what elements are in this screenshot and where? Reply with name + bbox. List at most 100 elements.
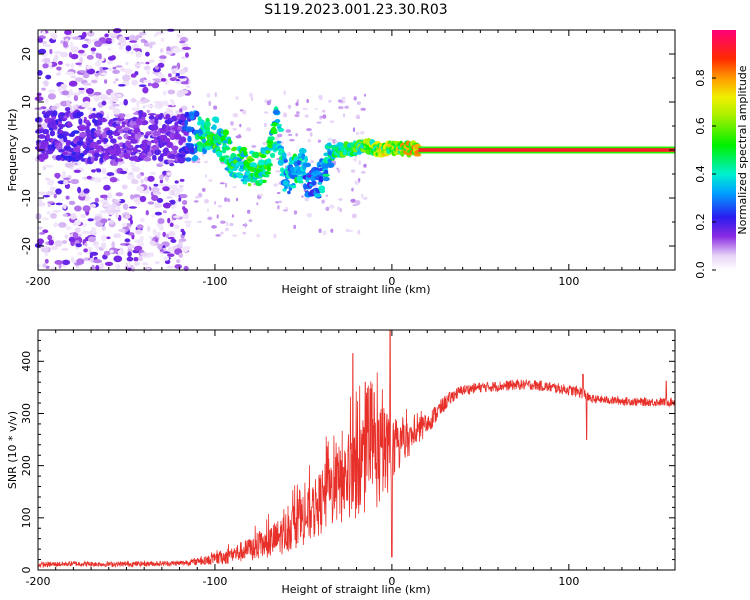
heatmap-cell bbox=[50, 266, 56, 272]
heatmap-cell bbox=[196, 161, 201, 164]
heatmap-cell bbox=[130, 266, 136, 273]
heatmap-cell bbox=[343, 113, 345, 118]
heatmap-cell bbox=[111, 198, 117, 203]
heatmap-cell bbox=[154, 149, 161, 156]
heatmap-cell bbox=[232, 127, 237, 131]
heatmap-cell bbox=[122, 203, 129, 210]
heatmap-cell bbox=[302, 107, 308, 111]
heatmap-cell bbox=[42, 63, 49, 69]
heatmap-cell bbox=[264, 111, 269, 114]
heatmap-cell bbox=[122, 74, 131, 82]
heatmap-cell bbox=[57, 60, 63, 65]
heatmap-cell bbox=[138, 31, 147, 36]
heatmap-cell bbox=[147, 140, 152, 146]
heatmap-cell bbox=[155, 31, 165, 35]
heatmap-cell bbox=[195, 195, 200, 199]
heatmap-cell bbox=[86, 246, 94, 250]
heatmap-cell bbox=[242, 181, 248, 185]
heatmap-cell bbox=[145, 51, 150, 57]
heatmap-cell bbox=[113, 255, 123, 263]
heatmap-cell bbox=[249, 162, 257, 168]
heatmap-cell bbox=[82, 72, 90, 79]
heatmap-cell bbox=[128, 206, 137, 209]
heatmap-cell bbox=[93, 129, 102, 134]
colorbar-gradient bbox=[712, 30, 736, 270]
heatmap-cell bbox=[148, 236, 153, 239]
heatmap-cell bbox=[79, 111, 84, 117]
heatmap-cell bbox=[36, 92, 42, 97]
heatmap-cell bbox=[124, 68, 133, 75]
heatmap-cell bbox=[143, 79, 152, 83]
heatmap-cell bbox=[141, 116, 146, 121]
heatmap-cell bbox=[159, 161, 164, 165]
heatmap-cell bbox=[109, 249, 114, 253]
heatmap-cell bbox=[60, 84, 66, 89]
heatmap-cell bbox=[119, 170, 128, 175]
heatmap-cell bbox=[247, 209, 251, 214]
heatmap-cell bbox=[230, 121, 234, 126]
heatmap-cell bbox=[179, 194, 188, 199]
heatmap-cell bbox=[115, 78, 119, 82]
heatmap-cell bbox=[215, 234, 221, 237]
heatmap-cell bbox=[72, 105, 78, 109]
heatmap-cell bbox=[51, 116, 57, 120]
heatmap-cell bbox=[152, 71, 156, 75]
heatmap-cell bbox=[273, 233, 277, 239]
heatmap-cell bbox=[136, 224, 144, 229]
heatmap-cell bbox=[256, 234, 261, 238]
heatmap-cell bbox=[130, 219, 133, 225]
heatmap-cell bbox=[231, 146, 238, 151]
x-tick-label: 0 bbox=[388, 275, 395, 288]
y-tick-label: -10 bbox=[20, 189, 33, 207]
heatmap-cell bbox=[338, 198, 343, 201]
heatmap-cell bbox=[201, 138, 207, 143]
heatmap-cell bbox=[169, 162, 175, 167]
heatmap-cell bbox=[93, 91, 102, 96]
heatmap-cell bbox=[90, 47, 97, 52]
heatmap-cell bbox=[135, 51, 142, 58]
heatmap-cell bbox=[206, 208, 210, 213]
heatmap-cell bbox=[283, 159, 288, 163]
heatmap-cell bbox=[162, 210, 167, 214]
heatmap-cell bbox=[282, 180, 289, 186]
heatmap-cell bbox=[68, 89, 73, 96]
heatmap-cell bbox=[34, 96, 44, 102]
heatmap-cell bbox=[162, 186, 170, 192]
heatmap-cell bbox=[73, 95, 79, 102]
heatmap-cell bbox=[104, 261, 114, 266]
heatmap-cell bbox=[192, 105, 195, 108]
heatmap-cell bbox=[55, 188, 62, 195]
heatmap-cell bbox=[59, 100, 69, 107]
heatmap-cell bbox=[173, 215, 181, 219]
heatmap-cell bbox=[139, 217, 145, 223]
heatmap-cell bbox=[125, 61, 129, 66]
heatmap-cell bbox=[271, 122, 279, 127]
heatmap-cell bbox=[362, 196, 368, 200]
heatmap-cell bbox=[252, 151, 260, 159]
heatmap-cell bbox=[178, 241, 183, 248]
heatmap-cell bbox=[120, 67, 127, 72]
heatmap-cell bbox=[166, 196, 173, 199]
heatmap-cell bbox=[70, 178, 80, 185]
heatmap-cell bbox=[159, 55, 167, 60]
heatmap-cell bbox=[84, 242, 88, 247]
heatmap-cell bbox=[293, 224, 297, 230]
heatmap-cell bbox=[180, 81, 189, 85]
heatmap-cell bbox=[185, 157, 192, 162]
heatmap-cell bbox=[66, 99, 71, 107]
heatmap-cell bbox=[82, 176, 88, 180]
heatmap-cell bbox=[87, 218, 94, 222]
heatmap-cell bbox=[107, 192, 112, 200]
heatmap-cell bbox=[167, 172, 172, 176]
heatmap-cell bbox=[63, 135, 68, 143]
heatmap-cell bbox=[150, 124, 159, 131]
heatmap-cell bbox=[69, 41, 74, 49]
heatmap-cell bbox=[37, 238, 44, 245]
heatmap-cell bbox=[86, 54, 94, 60]
heatmap-cell bbox=[204, 121, 211, 128]
heatmap-cell bbox=[75, 243, 82, 248]
heatmap-cell bbox=[325, 206, 330, 211]
heatmap-cell bbox=[175, 81, 183, 85]
heatmap-cell bbox=[101, 100, 107, 106]
